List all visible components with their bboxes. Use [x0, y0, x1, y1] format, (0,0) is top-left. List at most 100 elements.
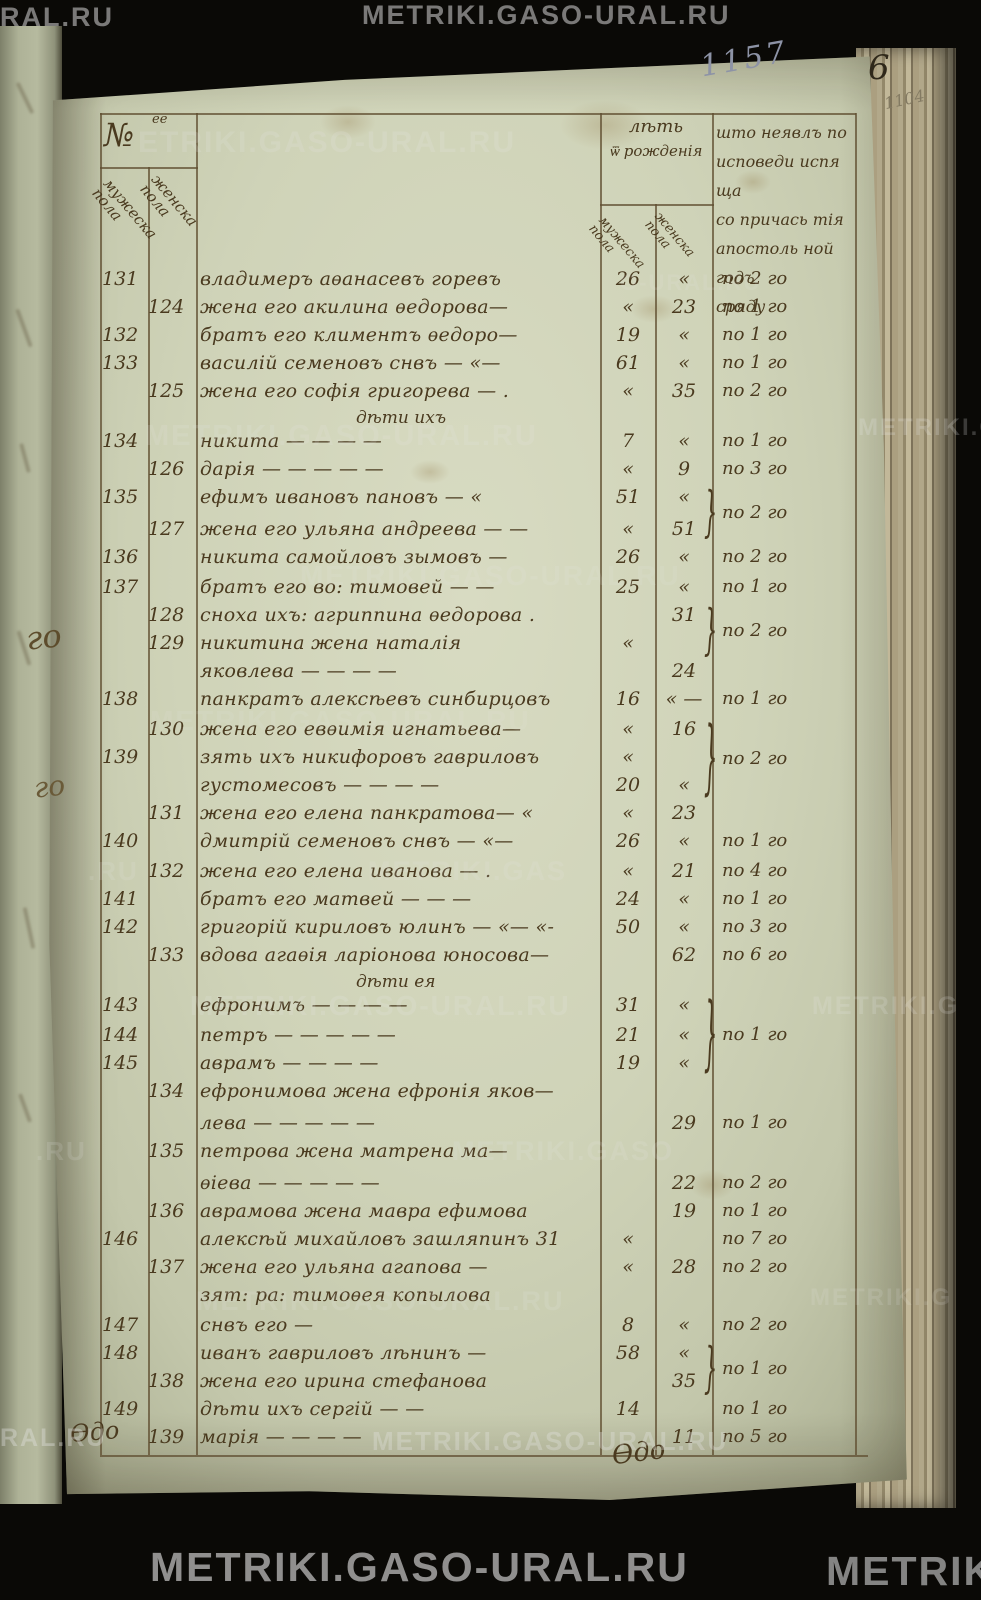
header-line: исповеди испя ща [716, 152, 840, 200]
female-age: 28 [671, 1256, 697, 1278]
entry-text: братъ его во: тимовей — — [200, 576, 495, 598]
section-label-row: дѣти ея [100, 972, 858, 994]
corner-superscript: ее [152, 112, 168, 127]
absence-note: по 1 го [722, 1200, 788, 1221]
female-age: « [678, 774, 690, 796]
bleedthrough-mark [15, 308, 33, 348]
female-record-number: 138 [148, 1370, 185, 1392]
table-row: 131 жена его елена панкратова— « « 23 [100, 802, 858, 830]
male-record-number: 140 [102, 830, 139, 852]
male-age: 14 [615, 1398, 641, 1420]
female-age: 51 [671, 518, 697, 540]
absence-note: по 2 го [722, 1314, 788, 1335]
table-row: 143 ефронимъ — — — —31 «} по 1 го [100, 994, 858, 1076]
absence-note: по 3 го [722, 458, 788, 479]
female-age: 22 [671, 1172, 697, 1194]
entry-text: жена его евѳимія игнатьева— [200, 718, 522, 740]
table-row: 127 жена его ульяна андреева — — « 51 [100, 518, 858, 546]
entry-text: дарія — — — — — [200, 458, 384, 480]
entry-text: панкратъ алексѣевъ синбирцовъ [200, 688, 551, 710]
table-row: 135 петрова жена матрена ма— [100, 1140, 858, 1172]
table-right-rule [855, 113, 857, 1455]
entry-text: петрова жена матрена ма— [200, 1140, 508, 1162]
female-age: 31 [671, 604, 697, 626]
female-record-number: 126 [148, 458, 185, 480]
female-age: « [678, 430, 690, 452]
female-record-number: 132 [148, 860, 185, 882]
watermark: METRIKI.G [826, 1548, 981, 1594]
male-age: « [622, 458, 634, 480]
female-age: « [678, 888, 690, 910]
entry-text: ефронимъ — — — — [200, 994, 408, 1016]
female-age: 9 [677, 458, 691, 480]
female-record-number: 135 [148, 1140, 185, 1162]
entry-text: ефимъ ивановъ пановъ — « [200, 486, 483, 508]
table-row: 148 иванъ гавриловъ лѣнинъ —58 «} по 1 го [100, 1342, 858, 1397]
children-label: дѣти ихъ [356, 408, 447, 428]
absence-note: по 5 го [722, 1426, 788, 1447]
male-age: 26 [615, 268, 641, 290]
header-absence-column: што неявлъ по исповеди испя ща со причась … [716, 118, 856, 321]
male-record-number: 136 [102, 546, 139, 568]
female-age: 24 [671, 660, 697, 682]
absence-note: по 2 го [722, 380, 788, 401]
male-record-number: 145 [102, 1052, 139, 1074]
entry-text: жена его ирина стефанова [200, 1370, 488, 1392]
header-age-subtitle: ѿ рожденія [609, 142, 703, 160]
absence-note: по 3 го [722, 916, 788, 937]
header-line: сряду [716, 297, 766, 316]
male-record-number: 142 [102, 916, 139, 938]
entry-text: петръ — — — — — [200, 1024, 397, 1046]
male-age: « [622, 1228, 634, 1250]
table-row: 138 жена его ирина стефанова 35 [100, 1370, 858, 1398]
male-age: 8 [621, 1314, 635, 1336]
table-row: 136 аврамова жена мавра ефимова 19 по 1 го [100, 1200, 858, 1228]
absence-note: по 1 го [722, 1358, 788, 1379]
column-rule [148, 167, 150, 1455]
table-row: яковлева — — — — 24 [100, 660, 858, 688]
header-age-title: лѣть [628, 116, 684, 137]
male-record-number: 138 [102, 688, 139, 710]
header-line: апостоль ной годъ [716, 239, 834, 287]
table-row: 133 василій семеновъ снвъ — «— 61 « по 1 го [100, 352, 858, 380]
male-age: « [622, 718, 634, 740]
female-record-number: 124 [148, 296, 185, 318]
male-age: 25 [615, 576, 641, 598]
group-brace: } [704, 987, 718, 1083]
table-top-rule [100, 113, 856, 115]
table-row: 140 дмитрій семеновъ снвъ — «— 26 « по 1 го [100, 830, 858, 860]
female-age: « [678, 994, 690, 1016]
table-row: 139 зять ихъ никифоровъ гавриловъ « [100, 746, 858, 774]
children-label: дѣти ея [356, 972, 436, 992]
table-left-rule [100, 113, 102, 1455]
table-row: 132 братъ его климентъ ѳедоро— 19 « по 1 го [100, 324, 858, 352]
group-brace: } [704, 1337, 718, 1401]
table-row: 128 сноха ихъ: агриппина ѳедорова . 31} по … [100, 604, 858, 659]
male-age: 51 [615, 486, 641, 508]
section-label-row: дѣти ихъ [100, 408, 858, 430]
male-age: « [622, 380, 634, 402]
bleedthrough-mark [22, 907, 36, 949]
entry-text: вдова агаѳія ларіонова юносова— [200, 944, 550, 966]
watermark: METRIKI.GASO-URAL.RU [150, 1544, 689, 1590]
male-record-number: 149 [102, 1398, 139, 1420]
absence-note: по 4 го [722, 860, 788, 881]
female-age: 21 [671, 860, 697, 882]
male-age: 31 [615, 994, 641, 1016]
table-row: 136 никита самойловъ зымовъ — 26 « по 2 го [100, 546, 858, 576]
entry-text: зят: ра: тимоѳея копылова [200, 1284, 492, 1306]
female-record-number: 137 [148, 1256, 185, 1278]
female-age: 23 [671, 296, 697, 318]
entry-text: густомесовъ — — — — [200, 774, 440, 796]
record-table-body: 131 владимеръ аѳанасевъ горевъ 26 «по 2 го 1… [100, 268, 858, 1454]
absence-note: по 1 го [722, 688, 788, 709]
entry-text: владимеръ аѳанасевъ горевъ [200, 268, 502, 290]
male-record-number: 146 [102, 1228, 139, 1250]
male-age: « [622, 802, 634, 824]
column-rule [655, 204, 657, 1455]
column-rule [712, 113, 714, 1455]
female-record-number: 125 [148, 380, 185, 402]
absence-note: по 1 го [722, 324, 788, 345]
table-row: 124 жена его акилина ѳедорова— « 23 по 1 го [100, 296, 858, 324]
table-row: 141 братъ его матвей — — — 24 « по 1 го [100, 888, 858, 916]
